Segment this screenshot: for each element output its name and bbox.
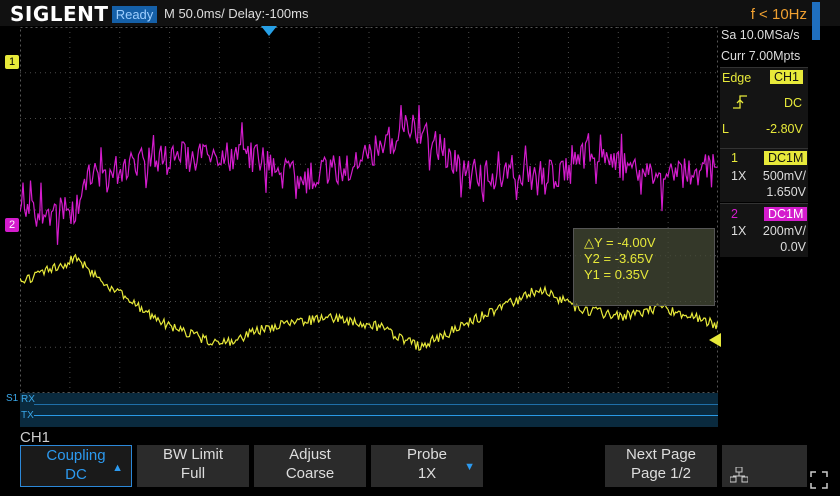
bw-limit-softkey[interactable]: BW Limit Full — [137, 445, 249, 487]
channel1-marker[interactable]: 1 — [5, 55, 19, 69]
cursor-delta-y: △Y = -4.00V — [584, 235, 656, 250]
channel1-number: 1 — [731, 151, 738, 165]
adjust-softkey[interactable]: Adjust Coarse — [254, 445, 366, 487]
waveform-grid[interactable] — [20, 27, 718, 393]
network-softkey[interactable] — [722, 445, 807, 487]
channel2-offset: 0.0V — [780, 240, 806, 254]
acquisition-status-badge: Ready — [112, 6, 157, 23]
tx-line — [34, 415, 718, 416]
arrow-down-icon: ▼ — [464, 461, 475, 473]
cursor-y1: Y1 = 0.35V — [584, 267, 649, 282]
frequency-counter: f < 10Hz — [750, 6, 807, 23]
coupling-value: DC — [65, 466, 87, 483]
channel2-probe: 1X — [731, 224, 747, 238]
menu-channel-label: CH1 — [20, 429, 51, 446]
arrow-up-icon: ▲ — [112, 462, 123, 474]
trigger-level-marker[interactable] — [709, 333, 721, 347]
trigger-source-badge: CH1 — [770, 70, 804, 84]
trigger-level-label: L — [722, 122, 729, 136]
brand-logo: SIGLENT — [10, 2, 109, 26]
channel1-probe: 1X — [731, 169, 747, 183]
waveform-area — [20, 105, 718, 352]
probe-value: 1X — [417, 465, 437, 482]
rx-line — [34, 404, 718, 405]
trigger-level: -2.80V — [766, 122, 803, 136]
channel1-waveform — [20, 253, 718, 352]
serial-bus-marker: S1 — [6, 393, 19, 404]
cursor-readout-box: △Y = -4.00V Y2 = -3.65V Y1 = 0.35V — [573, 228, 715, 306]
next-page-label: Next Page — [625, 446, 697, 463]
channel1-scale: 500mV/ — [762, 169, 806, 183]
probe-label: Probe — [406, 446, 448, 463]
trigger-type: Edge — [722, 71, 752, 85]
channel2-scale: 200mV/ — [762, 224, 806, 238]
bw-limit-value: Full — [180, 465, 206, 482]
channel2-marker[interactable]: 2 — [5, 218, 19, 232]
tx-label: TX — [21, 410, 34, 421]
channel2-waveform — [20, 105, 718, 245]
channel2-number: 2 — [731, 207, 738, 221]
adjust-value: Coarse — [285, 465, 335, 482]
next-page-softkey[interactable]: Next Page Page 1/2 — [605, 445, 717, 487]
memory-depth: Curr 7.00Mpts — [721, 49, 801, 63]
trigger-coupling: DC — [784, 96, 803, 110]
channel1-offset: 1.650V — [766, 185, 806, 199]
serial-decode-area — [20, 393, 718, 427]
coupling-label: Coupling — [46, 447, 106, 464]
adjust-label: Adjust — [289, 446, 331, 463]
channel1-coupling-badge: DC1M — [764, 151, 808, 165]
sample-rate: Sa 10.0MSa/s — [721, 28, 800, 42]
bw-limit-label: BW Limit — [163, 446, 223, 463]
coupling-softkey[interactable]: Coupling DC ▲ — [20, 445, 132, 487]
fullscreen-icon[interactable] — [810, 471, 828, 489]
probe-softkey[interactable]: Probe 1X ▼ — [371, 445, 483, 487]
channel2-coupling-badge: DC1M — [764, 207, 808, 221]
rising-edge-icon — [733, 95, 747, 109]
panel-scrollbar[interactable] — [812, 2, 820, 40]
page-indicator: Page 1/2 — [630, 465, 692, 482]
rx-label: RX — [21, 394, 35, 405]
timebase-readout[interactable]: M 50.0ms/ Delay:-100ms — [164, 6, 309, 21]
network-icon — [730, 467, 748, 483]
cursor-y2: Y2 = -3.65V — [584, 251, 654, 266]
trigger-position-marker[interactable] — [261, 26, 277, 38]
